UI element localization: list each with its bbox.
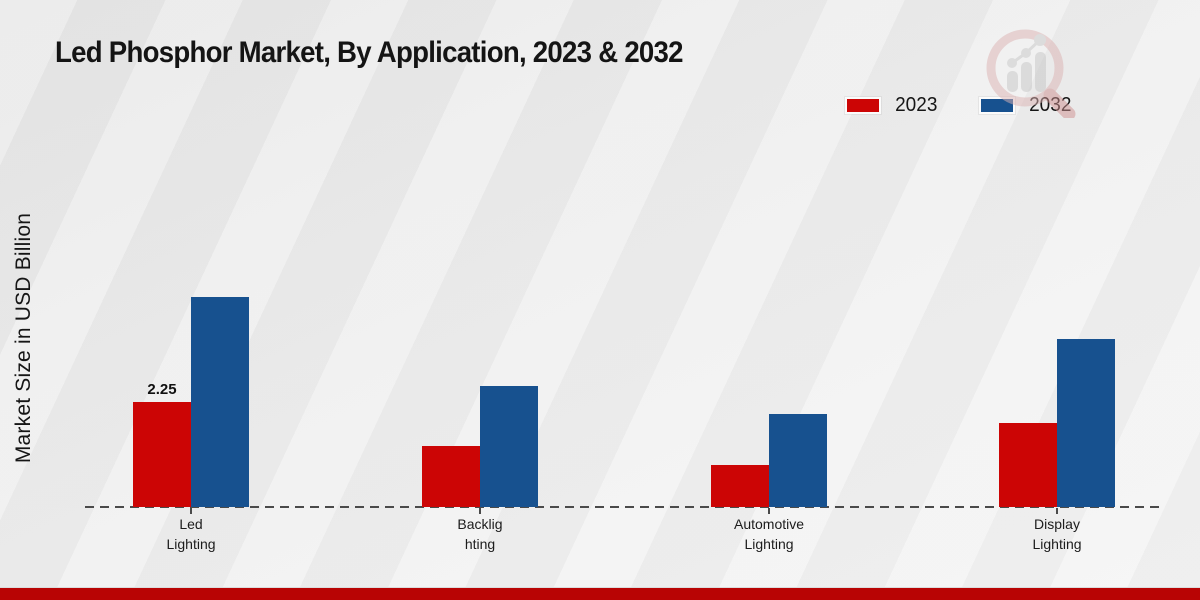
bar-2023-led-lighting: 2.25: [133, 381, 191, 507]
bar-group: [999, 339, 1115, 507]
baseline-axis: [85, 506, 1163, 508]
data-label: 2.25: [147, 381, 177, 398]
bar-group: [422, 386, 538, 507]
bar-2032-display-lighting: [1057, 339, 1115, 507]
legend-label-2023: 2023: [895, 94, 938, 116]
bar-2023-display-lighting: [999, 423, 1057, 507]
y-axis-label: Market Size in USD Billion: [12, 212, 35, 464]
category-label: Display Lighting: [1032, 516, 1082, 552]
bar-2023-automotive-lighting: [711, 465, 769, 507]
chart-title: Led Phosphor Market, By Application, 202…: [55, 36, 684, 69]
axis-tick: [479, 508, 481, 514]
legend-item-2023: 2023: [845, 94, 939, 117]
category-label: Automotive Lighting: [733, 516, 805, 552]
axis-tick: [768, 508, 770, 514]
bar-group: [711, 414, 827, 507]
axis-tick: [190, 508, 192, 514]
axis-tick: [1056, 508, 1058, 514]
legend-swatch-2032: [978, 97, 1015, 114]
bar-group: 2.25: [133, 297, 249, 507]
footer-accent-band: [0, 587, 1200, 600]
bar-2032-backlighting: [480, 386, 538, 507]
category-label: Led Lighting: [166, 516, 216, 552]
bar-2032-led-lighting: [191, 297, 249, 507]
legend-swatch-2023: [845, 97, 881, 114]
magnifier-bar-chart-logo-icon: [986, 29, 1076, 118]
category-label: Backlig hting: [457, 516, 503, 552]
bar-2032-automotive-lighting: [769, 414, 827, 507]
bar-2023-backlighting: [422, 446, 480, 507]
